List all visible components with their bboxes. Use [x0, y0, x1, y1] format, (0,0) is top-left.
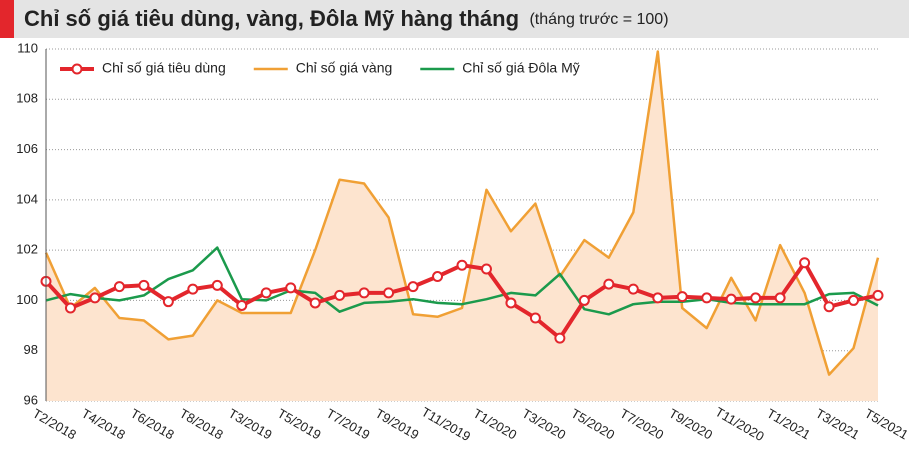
y-tick-label: 106 — [16, 141, 38, 156]
chart-title: Chỉ số giá tiêu dùng, vàng, Đôla Mỹ hàng… — [24, 6, 519, 31]
x-tick-label: T7/2019 — [324, 406, 373, 443]
y-tick-label: 102 — [16, 242, 38, 257]
point-marker — [89, 292, 101, 304]
x-tick-label: T1/2020 — [471, 406, 520, 443]
point-marker — [676, 291, 688, 303]
point-marker — [799, 257, 811, 269]
point-marker — [211, 279, 223, 291]
y-tick-label: 108 — [16, 91, 38, 106]
point-marker — [701, 292, 713, 304]
x-tick-label: T4/2018 — [79, 406, 128, 443]
header-band — [0, 0, 909, 38]
point-marker — [187, 283, 199, 295]
point-marker — [456, 259, 468, 271]
point-marker — [236, 299, 248, 311]
x-tick-label: T9/2020 — [666, 406, 715, 443]
y-tick-label: 96 — [24, 392, 38, 407]
y-tick-label: 100 — [16, 292, 38, 307]
x-tick-label: T8/2018 — [177, 406, 226, 443]
point-marker — [848, 294, 860, 306]
series-line — [44, 50, 880, 376]
point-marker — [383, 287, 395, 299]
point-marker — [627, 283, 639, 295]
x-tick-label: T7/2020 — [617, 406, 666, 443]
point-marker — [774, 292, 786, 304]
y-tick-label: 110 — [17, 40, 38, 55]
x-tick-label: T3/2019 — [226, 406, 275, 443]
x-tick-label: T5/2021 — [862, 406, 909, 443]
point-marker — [505, 297, 517, 309]
x-tick-label: T3/2021 — [813, 406, 862, 443]
x-tick-label: T3/2020 — [520, 406, 569, 443]
point-marker — [407, 281, 419, 293]
x-tick-label: T2/2018 — [30, 406, 79, 443]
x-tick-label: T1/2021 — [764, 406, 813, 443]
point-marker — [823, 301, 835, 313]
point-marker — [138, 279, 150, 291]
y-tick-label: 98 — [24, 342, 38, 357]
chart-title-group: Chỉ số giá tiêu dùng, vàng, Đôla Mỹ hàng… — [24, 6, 669, 31]
legend-label: Chỉ số giá Đôla Mỹ — [462, 60, 580, 76]
point-marker — [554, 332, 566, 344]
point-marker — [652, 292, 664, 304]
x-tick-label: T5/2019 — [275, 406, 324, 443]
point-marker — [309, 297, 321, 309]
point-marker — [480, 263, 492, 275]
point-marker — [750, 292, 762, 304]
chart-subtitle: (tháng trước = 100) — [529, 11, 668, 28]
legend-label: Chỉ số giá tiêu dùng — [102, 60, 226, 76]
series-line — [45, 246, 879, 316]
header-accent — [0, 0, 14, 38]
x-tick-label: T11/2020 — [713, 404, 767, 444]
point-marker — [872, 289, 884, 301]
plot: 96 98 100 102 104 106 108 110 T2/2018 T4/2018 T6/2… — [16, 40, 909, 444]
y-tick-label: 104 — [16, 191, 38, 206]
point-marker — [64, 302, 76, 314]
point-marker — [162, 296, 174, 308]
point-marker — [358, 287, 370, 299]
point-marker — [578, 294, 590, 306]
point-marker — [285, 282, 297, 294]
point-marker — [432, 271, 444, 283]
x-tick-label: T9/2019 — [373, 406, 422, 443]
x-tick-label: T5/2020 — [568, 406, 617, 443]
point-marker — [529, 312, 541, 324]
point-marker — [603, 278, 615, 290]
legend-marker — [71, 63, 83, 75]
x-tick-label: T11/2019 — [419, 404, 473, 444]
point-marker — [334, 289, 346, 301]
point-marker — [725, 293, 737, 305]
point-marker — [260, 287, 272, 299]
legend-label: Chỉ số giá vàng — [296, 60, 393, 76]
point-marker — [113, 281, 125, 293]
x-tick-label: T6/2018 — [128, 406, 177, 443]
